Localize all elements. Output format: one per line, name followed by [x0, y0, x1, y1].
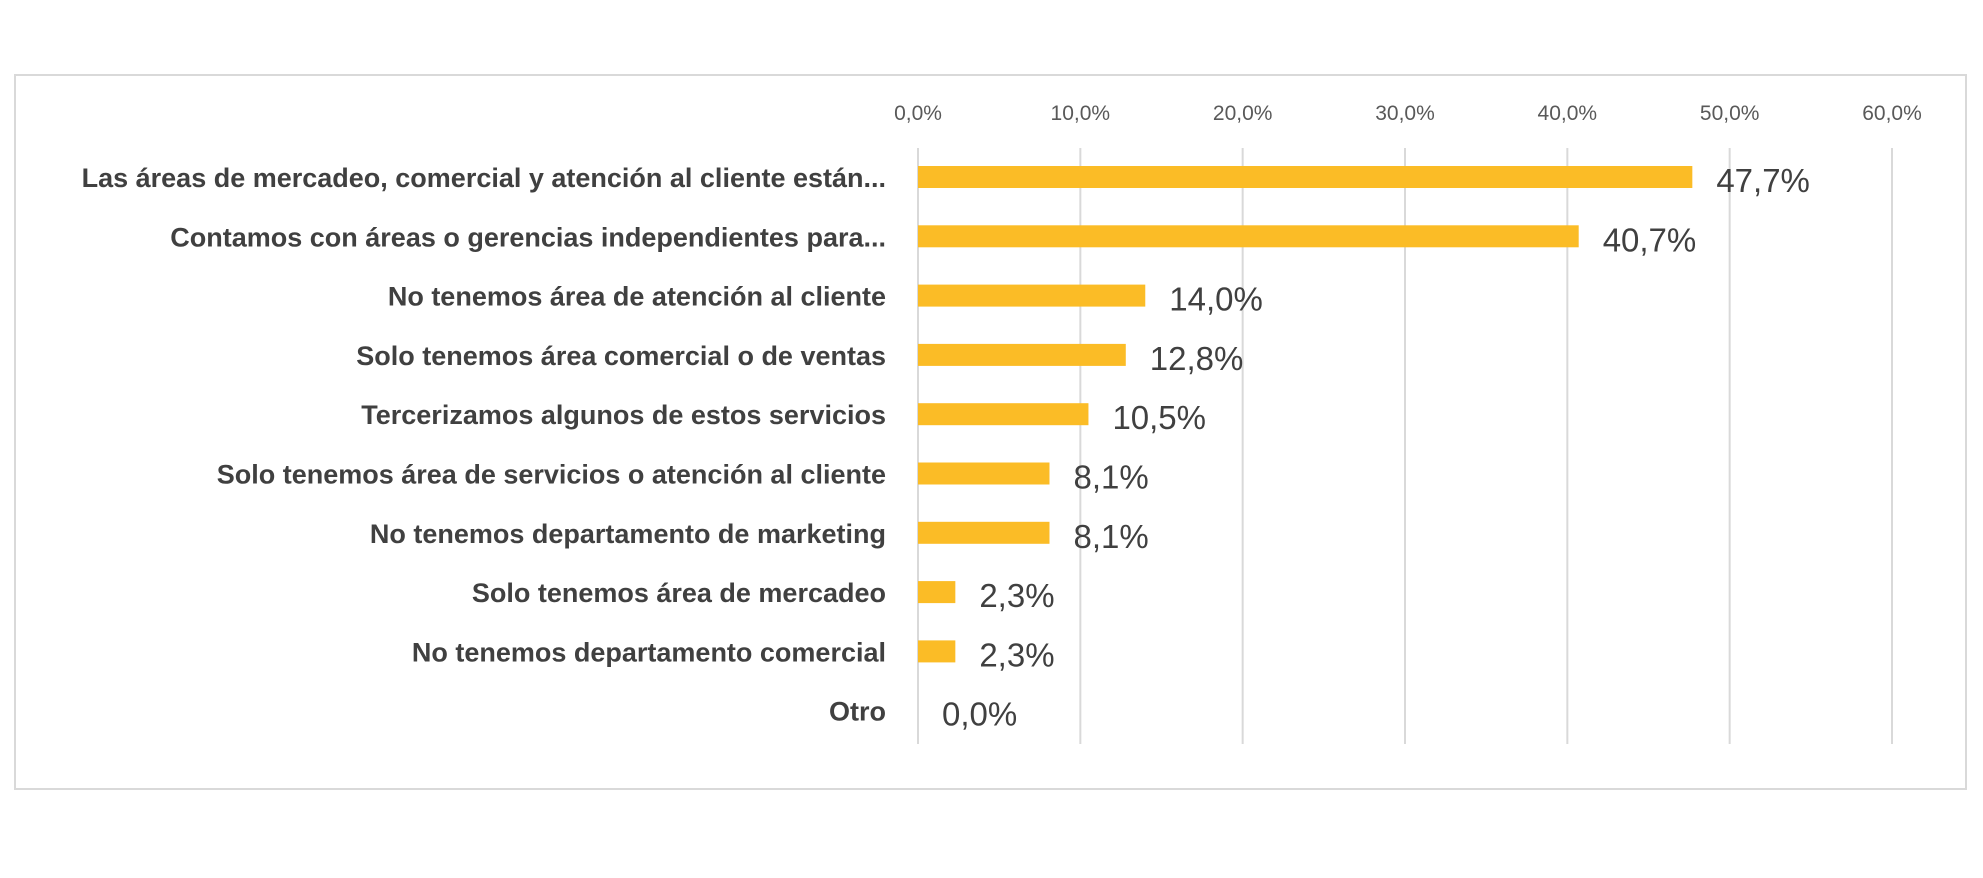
category-labels: Las áreas de mercadeo, comercial y atenc…: [82, 163, 886, 727]
bar: [918, 225, 1579, 248]
data-label: 2,3%: [979, 636, 1054, 673]
bar: [918, 166, 1693, 188]
category-label: No tenemos área de atención al cliente: [388, 282, 886, 312]
data-label: 10,5%: [1112, 399, 1206, 436]
x-tick-label: 30,0%: [1375, 102, 1435, 125]
data-label: 12,8%: [1150, 340, 1244, 377]
bar: [918, 403, 1089, 426]
bar: [918, 462, 1050, 485]
bar: [918, 284, 1146, 307]
data-label: 8,1%: [1073, 518, 1148, 555]
chart-frame: [14, 74, 1967, 790]
bar: [918, 343, 1126, 366]
data-label: 47,7%: [1716, 162, 1810, 199]
data-labels: 47,7% 40,7% 14,0% 12,8% 10,5% 8,1% 8,1% 2,3% 2,3…: [942, 162, 1810, 733]
x-tick-label: 60,0%: [1862, 102, 1922, 125]
x-tick-label: 40,0%: [1538, 102, 1598, 125]
data-label: 2,3%: [979, 577, 1054, 614]
category-label: Las áreas de mercadeo, comercial y atenc…: [82, 163, 886, 193]
x-tick-label: 50,0%: [1700, 102, 1760, 125]
bar: [918, 581, 956, 604]
bars: [918, 166, 1693, 663]
bar: [918, 521, 1050, 544]
data-label: 40,7%: [1603, 221, 1697, 258]
x-tick-label: 20,0%: [1213, 102, 1273, 125]
data-label: 0,0%: [942, 696, 1017, 733]
data-label: 8,1%: [1073, 459, 1148, 496]
x-axis-ticks: 0,0% 10,0% 20,0% 30,0% 40,0% 50,0% 60,0%: [894, 102, 1922, 125]
data-label: 14,0%: [1169, 281, 1263, 318]
category-label: Tercerizamos algunos de estos servicios: [361, 400, 886, 430]
category-label: Contamos con áreas o gerencias independi…: [170, 222, 886, 252]
category-label: Otro: [829, 697, 886, 727]
category-label: Solo tenemos área comercial o de ventas: [356, 341, 886, 371]
x-tick-label: 10,0%: [1051, 102, 1111, 125]
x-tick-label: 0,0%: [894, 102, 942, 125]
category-label: Solo tenemos área de mercadeo: [472, 578, 886, 608]
category-label: No tenemos departamento comercial: [412, 637, 886, 667]
bar: [918, 640, 956, 663]
category-label: Solo tenemos área de servicios o atenció…: [217, 460, 886, 490]
category-label: No tenemos departamento de marketing: [370, 519, 886, 549]
